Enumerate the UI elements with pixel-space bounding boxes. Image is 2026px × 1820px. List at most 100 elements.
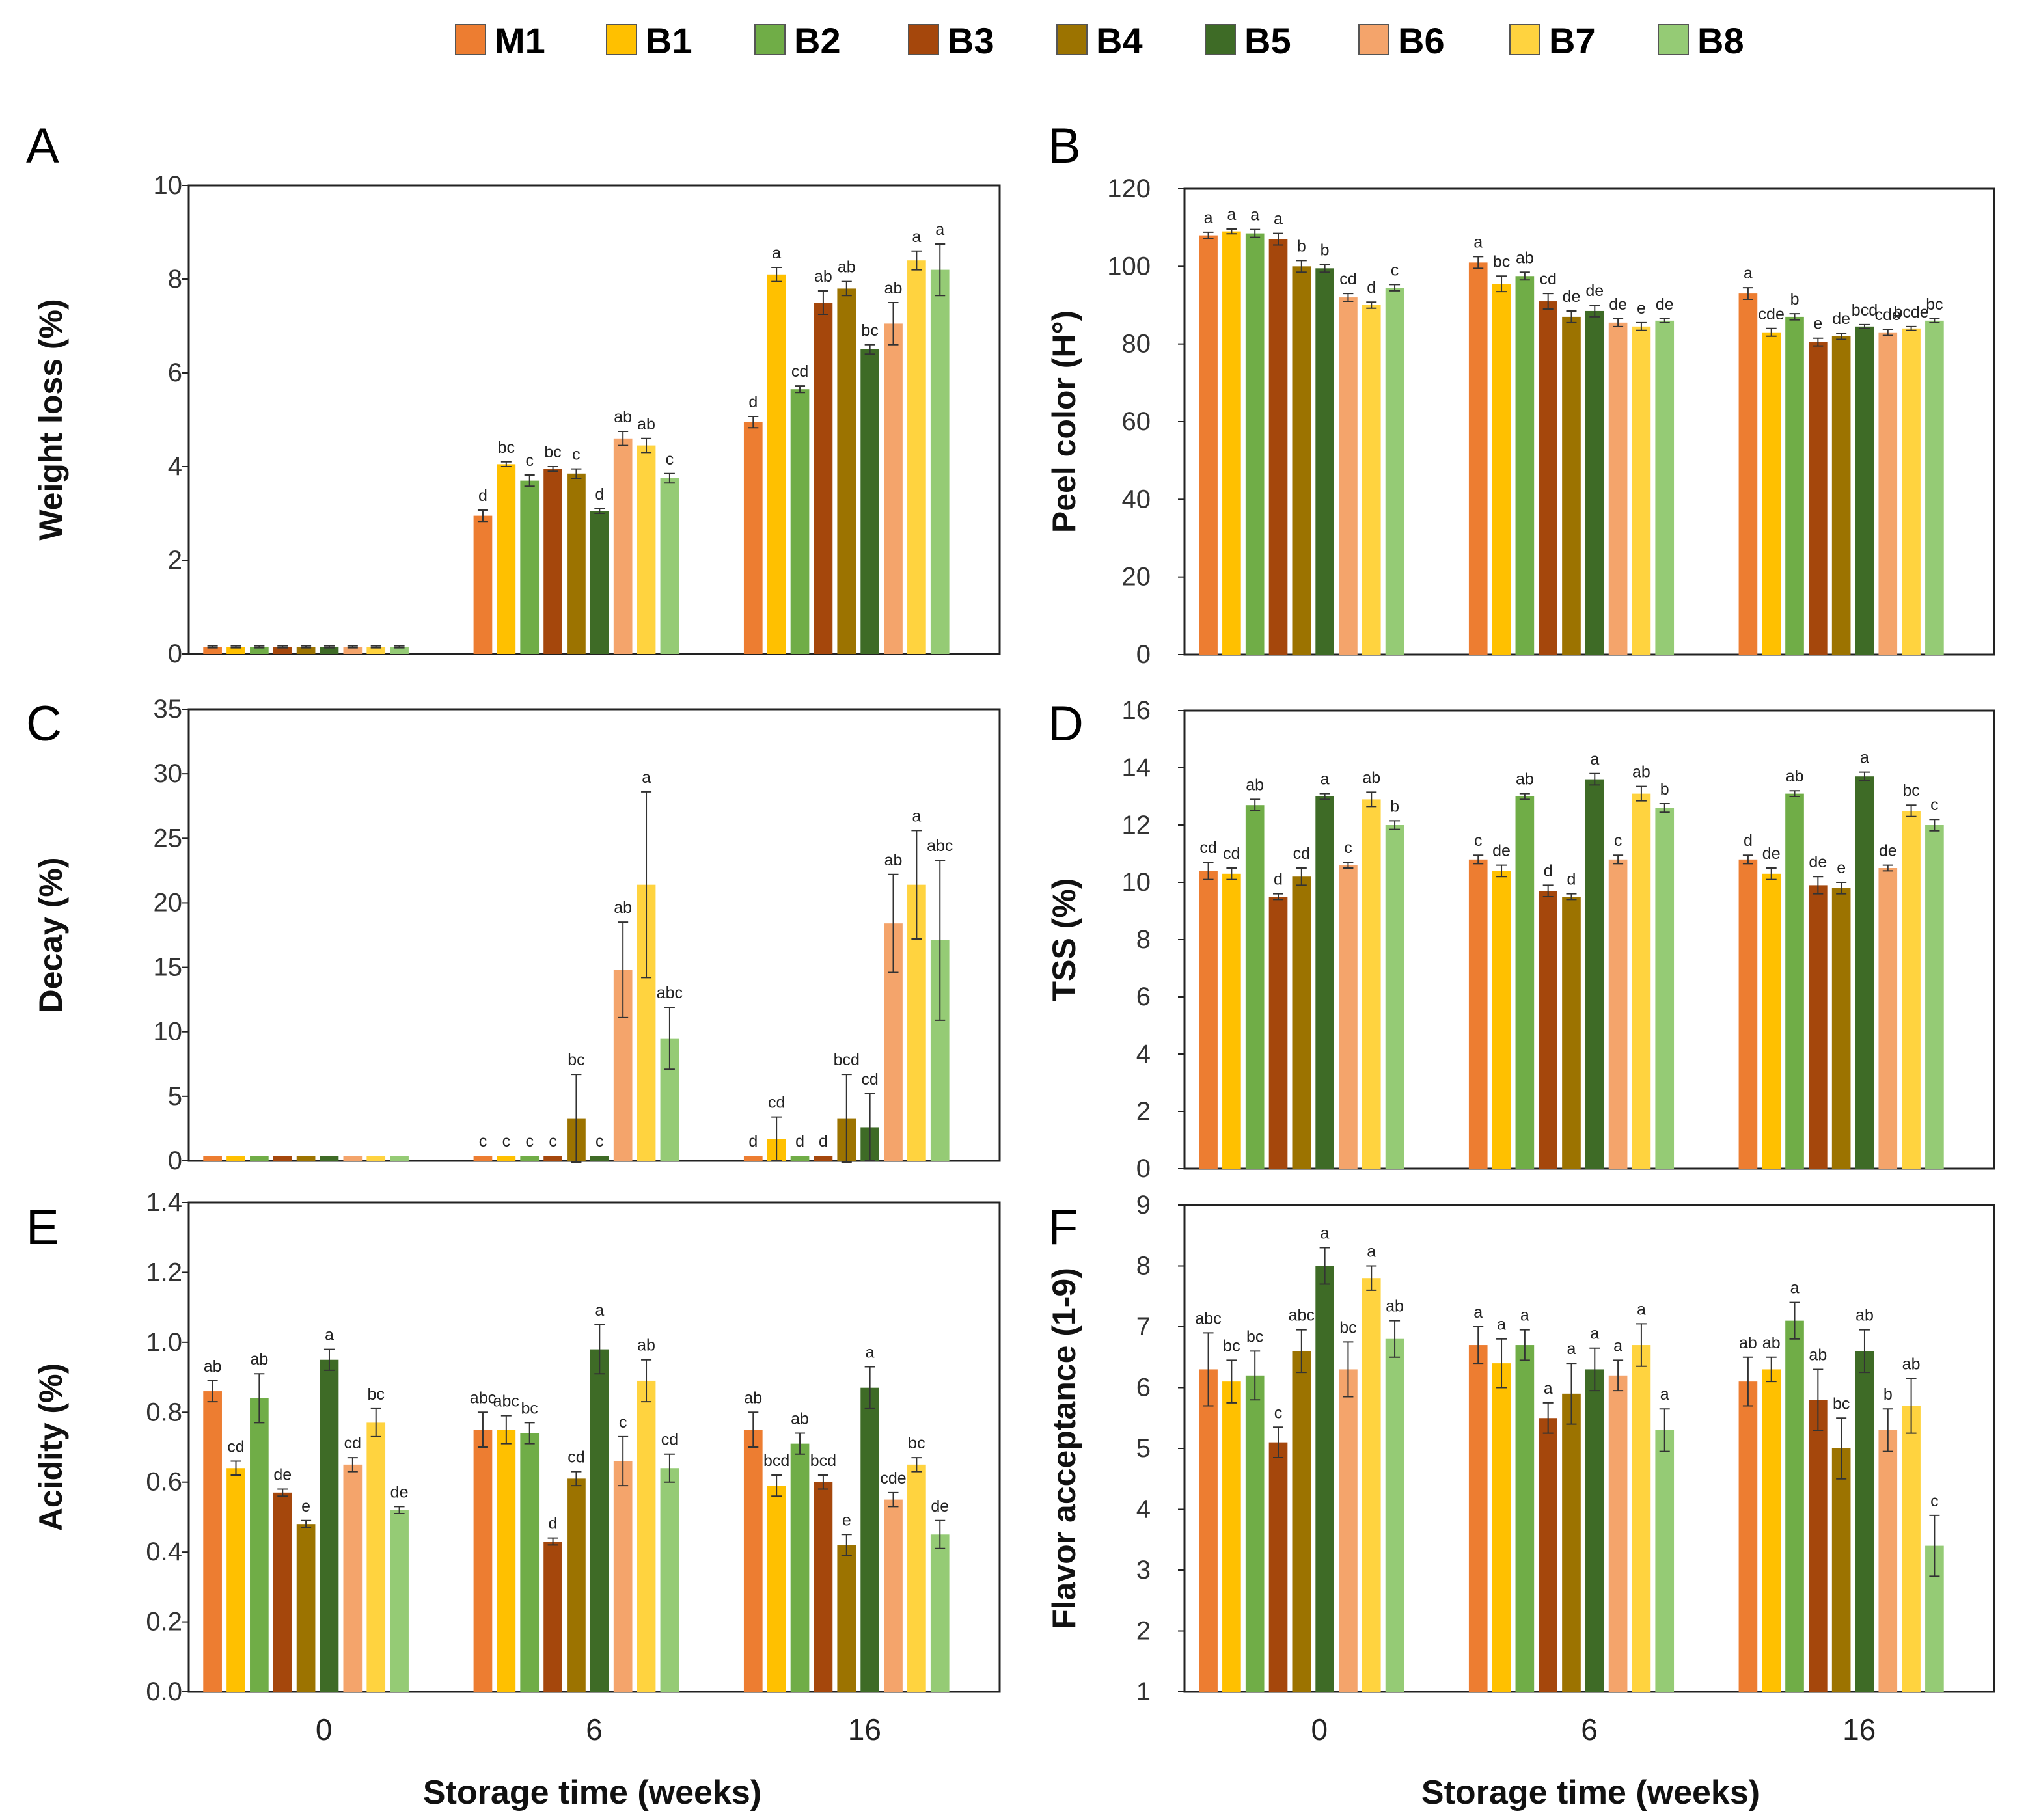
y-tick-label: 5 — [168, 1082, 182, 1111]
bar-b6 — [1878, 1430, 1898, 1692]
y-tick-label: 2 — [1136, 1097, 1151, 1126]
significance-letter: bcd — [1852, 301, 1878, 319]
y-tick-label: 8 — [1136, 925, 1151, 954]
bar-b5 — [320, 1156, 339, 1161]
bar-b2 — [520, 1433, 540, 1692]
legend: M1 B1 B2 B3 B4 B5 B6 B7 B8 — [455, 20, 1744, 61]
bar-b6 — [1339, 1369, 1358, 1692]
legend-label: B8 — [1697, 20, 1744, 61]
bar-b3 — [1268, 239, 1288, 655]
bar-b6 — [1878, 332, 1898, 655]
significance-letter: ab — [814, 267, 832, 286]
significance-letter: ab — [1762, 1334, 1781, 1352]
significance-letter: a — [1274, 210, 1283, 228]
significance-letter: c — [1930, 1492, 1939, 1510]
significance-letter: c — [479, 1132, 487, 1150]
bar-b7 — [637, 445, 656, 654]
significance-letter: ab — [1632, 763, 1650, 781]
legend-item-b1: B1 — [606, 20, 692, 61]
y-tick-label: 120 — [1107, 174, 1151, 203]
bar-m1 — [203, 647, 222, 654]
significance-letter: ab — [637, 415, 655, 433]
significance-letter: a — [935, 221, 944, 239]
bar-b8 — [660, 478, 679, 654]
legend-label: B7 — [1549, 20, 1596, 61]
bar-b6 — [1339, 297, 1358, 655]
significance-letter: a — [1637, 1300, 1646, 1318]
bar-m1 — [743, 1156, 763, 1161]
significance-letter: de — [1585, 282, 1604, 300]
y-tick-label: 1 — [1136, 1677, 1151, 1706]
y-tick-label: 0.4 — [146, 1538, 182, 1566]
bar-b7 — [1902, 811, 1921, 1169]
y-tick-label: 6 — [1136, 983, 1151, 1011]
bar-m1 — [473, 1430, 493, 1692]
significance-letter: cde — [880, 1469, 906, 1487]
significance-letter: c — [1274, 1404, 1283, 1422]
bar-m1 — [473, 515, 493, 654]
y-tick-label: 3 — [1136, 1556, 1151, 1584]
significance-letter: bc — [1902, 781, 1919, 800]
bar-b5 — [1855, 1351, 1874, 1692]
significance-letter: d — [1567, 871, 1576, 889]
x-tick-label: 0 — [1311, 1713, 1328, 1746]
significance-letter: a — [1590, 750, 1599, 768]
y-tick-label: 2 — [1136, 1617, 1151, 1646]
y-tick-label: 0 — [1136, 1154, 1151, 1183]
y-tick-label: 40 — [1122, 485, 1151, 513]
bar-b3 — [814, 1156, 833, 1161]
significance-letter: a — [1544, 1379, 1553, 1398]
bar-b4 — [1831, 888, 1851, 1169]
significance-letter: c — [525, 452, 534, 470]
significance-letter: c — [1930, 796, 1939, 814]
bar-b3 — [1268, 1442, 1288, 1692]
bar-b6 — [884, 1499, 903, 1692]
y-tick-label: 20 — [1122, 563, 1151, 591]
significance-letter: a — [1790, 1279, 1800, 1297]
bar-b5 — [1315, 796, 1334, 1169]
bar-b2 — [250, 647, 269, 654]
bar-b3 — [1809, 885, 1828, 1169]
bar-b2 — [1515, 796, 1535, 1169]
significance-letter: bc — [568, 1051, 584, 1069]
significance-letter: cd — [661, 1431, 678, 1449]
bar-b1 — [497, 1430, 516, 1692]
x-axis-title-right: Storage time (weeks) — [1421, 1774, 1760, 1812]
bar-b5 — [1585, 779, 1604, 1169]
bar-b2 — [1785, 1320, 1804, 1692]
bar-b2 — [1245, 805, 1265, 1169]
significance-letter: ab — [1809, 1346, 1827, 1364]
significance-letter: a — [1473, 1303, 1483, 1322]
legend-label: B4 — [1096, 20, 1143, 61]
significance-letter: a — [1473, 233, 1483, 251]
bar-b3 — [273, 1156, 292, 1161]
significance-letter: ab — [1246, 776, 1264, 794]
significance-letter: de — [273, 1465, 292, 1484]
legend-label: B6 — [1398, 20, 1445, 61]
bar-b6 — [1339, 865, 1358, 1169]
bar-b8 — [390, 647, 409, 654]
bar-b1 — [1492, 284, 1511, 655]
bar-b4 — [1562, 316, 1581, 655]
legend-item-b8: B8 — [1658, 20, 1744, 61]
significance-letter: bc — [544, 443, 561, 461]
significance-letter: de — [1492, 842, 1511, 860]
bar-b6 — [343, 647, 363, 654]
significance-letter: c — [1391, 261, 1399, 279]
bar-b5 — [860, 349, 879, 654]
significance-letter: d — [595, 485, 604, 504]
significance-letter: abc — [493, 1392, 519, 1411]
bar-b3 — [1539, 1418, 1557, 1692]
bar-m1 — [1468, 859, 1488, 1169]
bar-b1 — [1222, 1381, 1241, 1692]
bar-m1 — [1738, 293, 1758, 655]
bar-b1 — [1222, 231, 1241, 655]
significance-letter: d — [795, 1132, 804, 1150]
significance-letter: cde — [1875, 306, 1901, 324]
y-axis-title: Acidity (%) — [33, 1363, 69, 1531]
y-tick-label: 0 — [1136, 640, 1151, 669]
significance-letter: d — [1544, 862, 1553, 880]
